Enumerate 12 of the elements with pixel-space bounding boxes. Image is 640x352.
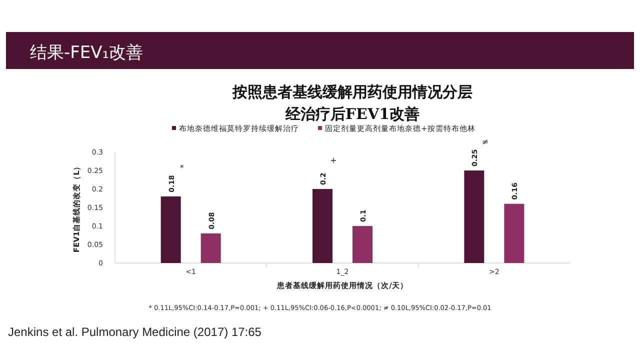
bar bbox=[312, 189, 332, 263]
annotation: * bbox=[180, 163, 184, 172]
text: ≠ bbox=[482, 138, 489, 146]
bar bbox=[352, 226, 372, 263]
chart-subtitle: 按照患者基线缓解用药使用情况分层经治疗后FEV1改善 bbox=[232, 83, 472, 123]
bar bbox=[160, 196, 181, 263]
chart-title: 结果-FEV₁改善 bbox=[30, 43, 144, 63]
annotation: + bbox=[330, 156, 337, 165]
bar bbox=[200, 233, 221, 263]
bar bbox=[464, 170, 484, 263]
text: Jenkins et al. Pulmonary Medicine (2017) 17:65 bbox=[8, 325, 262, 339]
bar bbox=[504, 204, 524, 263]
